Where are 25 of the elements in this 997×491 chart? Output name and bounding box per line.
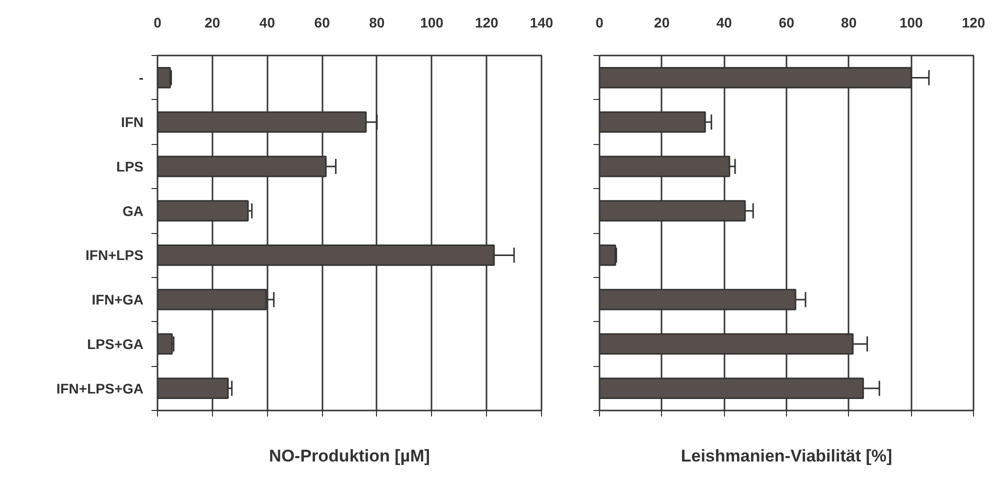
x-tick-label: 120 [474, 14, 499, 30]
y-tick-label: IFN+LPS+GA [56, 380, 144, 396]
x-tick-label: 0 [596, 14, 604, 30]
x-tick-label: 60 [778, 14, 794, 30]
y-tick-label: - [138, 70, 144, 86]
x-axis-title: NO-Produktion [µM] [269, 446, 430, 466]
x-tick-label: 60 [314, 14, 330, 30]
y-tick-label: IFN [120, 114, 144, 130]
y-tick-label: IFN+GA [92, 292, 144, 308]
x-axis-title: Leishmanien-Viabilität [%] [680, 446, 892, 466]
x-tick-label: 40 [716, 14, 732, 30]
y-tick-label: IFN+LPS [86, 247, 144, 264]
x-tick-label: 80 [369, 14, 385, 30]
y-tick-label: LPS+GA [87, 336, 144, 352]
x-tick-label: 120 [962, 14, 986, 30]
y-tick-label: GA [122, 202, 144, 219]
x-tick-label: 0 [154, 14, 162, 30]
x-tick-label: 40 [259, 14, 276, 30]
y-tick-label: LPS [116, 158, 144, 174]
x-tick-label: 100 [420, 14, 444, 30]
x-tick-label: 20 [654, 14, 670, 30]
x-tick-label: 140 [530, 14, 554, 30]
x-tick-label: 100 [899, 14, 924, 30]
x-tick-label: 80 [841, 14, 857, 30]
x-tick-label: 20 [204, 14, 220, 30]
